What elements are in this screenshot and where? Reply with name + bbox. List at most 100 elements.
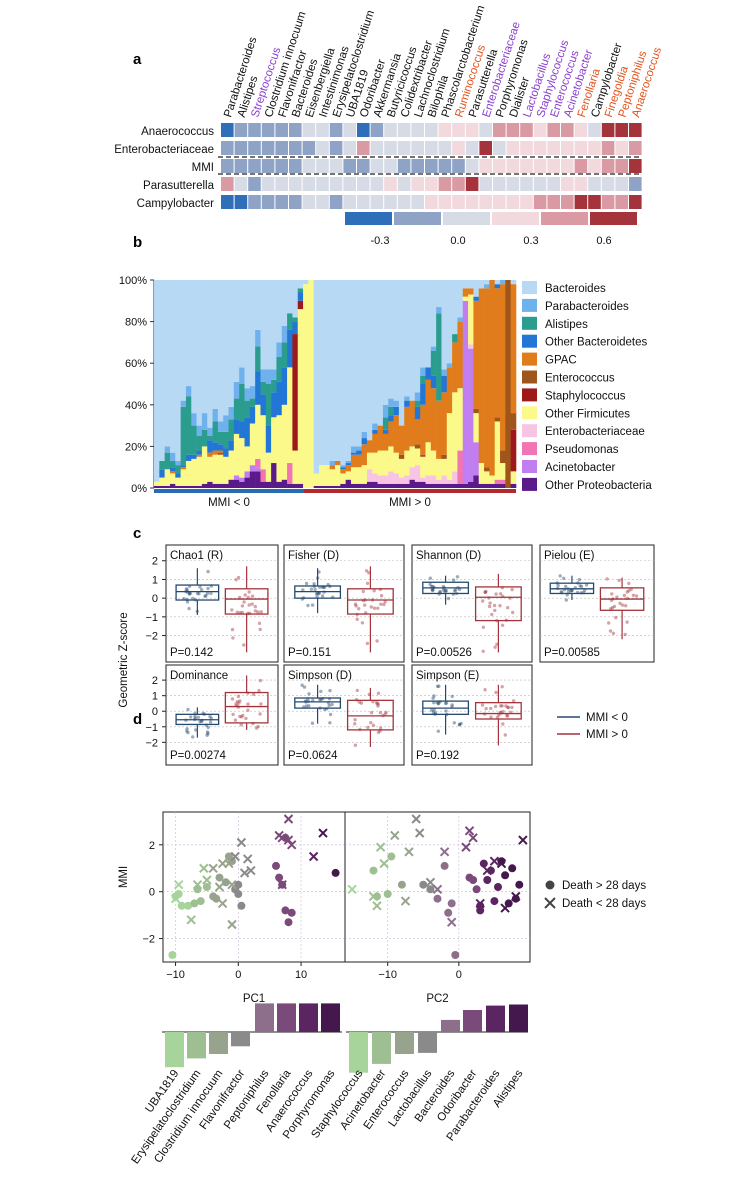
data-point [201,711,205,716]
stacked-bar-segment [169,280,176,453]
data-point [370,598,375,602]
legend-label: Acinetobacter [545,462,615,474]
heatmap-cell [357,123,370,137]
data-point [246,691,250,695]
data-point [320,594,325,598]
data-point [355,617,359,621]
stacked-bar-segment [446,280,453,364]
data-point [311,698,315,703]
heatmap-cell [533,195,547,209]
stacked-bar-segment [239,477,245,482]
heatmap-cell [261,195,275,209]
stacked-bar-segment [287,329,293,368]
data-point [361,589,365,594]
stacked-bar-segment [414,392,421,401]
p-value-label: P=0.0624 [288,750,338,762]
data-point [319,697,323,701]
data-point [611,631,616,635]
x-axis-label: PC2 [426,993,448,1005]
heatmap-cell [384,123,397,137]
data-point [556,583,560,588]
data-point [233,718,238,722]
data-point [458,587,462,592]
stacked-bar-segment [196,454,203,457]
stacked-bar-segment [500,483,506,488]
scatter-point-cross [192,879,203,890]
data-point [383,712,387,716]
data-point [371,700,375,704]
stacked-bar-segment [281,404,288,480]
subplot-title: Dominance [170,670,228,682]
data-point [445,712,449,717]
data-point [318,706,322,710]
data-point [185,597,189,602]
stacked-bar-segment [297,288,304,293]
y-tick-label: −2 [145,631,158,643]
scatter-point-cross [375,842,386,852]
stacked-bar-segment [414,465,421,482]
data-point [236,575,241,580]
stacked-bar-segment [297,292,304,301]
data-point [198,585,202,589]
data-point [443,590,447,594]
heatmap-cell [370,141,384,155]
legend-swatch [522,424,537,438]
heatmap-cell [561,159,574,173]
data-point [435,700,439,705]
data-point [378,729,382,733]
stacked-bar-segment [404,483,410,488]
data-point [576,581,580,585]
data-point [376,691,381,695]
data-point [191,596,195,601]
data-point [367,692,371,697]
heatmap-cell [261,141,275,155]
y-tick-label: −1 [145,722,158,734]
stacked-bar-segment [366,280,373,441]
stacked-bar-segment [265,280,272,370]
stacked-bar-segment [382,417,389,430]
heatmap-cell [520,195,533,209]
stacked-bar-segment [249,386,256,399]
legend-swatch [522,352,537,366]
data-point [457,722,462,727]
box [224,691,269,724]
data-point [243,593,247,597]
data-point [321,697,325,701]
scatter-point-cross [173,879,184,890]
pca-scatter-panel: MMI −10 0 10 PC1 2 0 −2 −10 0 PC2 Death > 28 days De… [118,811,646,1166]
stacked-bar-segment [169,467,176,472]
heatmap-cell [275,123,288,137]
scatter-point-circle [511,894,520,903]
data-point [257,688,261,693]
box [224,588,269,615]
stacked-bar-segment [404,475,410,484]
stacked-bar-segment [260,394,267,416]
heatmap-cell [452,195,465,209]
data-point [317,570,321,574]
heatmap-cell [329,195,343,209]
scatter-point-cross [217,898,228,909]
stacked-bar-segment [287,313,293,330]
stacked-bar-segment [409,280,416,401]
stacked-bar-segment [255,346,261,372]
stacked-bar-segment [255,371,261,405]
stacked-bar-segment [297,309,304,484]
stacked-bar-segment [436,307,442,314]
stacked-bar-segment [292,317,299,322]
stacked-bar-segment [425,483,432,488]
scatter-point-cross [277,833,287,843]
stacked-bar-segment [510,280,517,285]
data-point [238,699,242,703]
data-point [495,618,499,623]
data-point [444,701,449,705]
stacked-bar-segment [345,471,352,480]
stacked-bar-segment [356,483,362,488]
y-tick-label: −2 [142,934,155,946]
stacked-bar-segment [292,483,299,488]
data-point [193,716,197,720]
stacked-bar-segment [239,280,245,368]
scatter-point-circle [212,894,221,903]
stacked-bar-segment [281,367,288,405]
data-point [369,605,373,609]
stacked-bar-segment [377,425,384,451]
